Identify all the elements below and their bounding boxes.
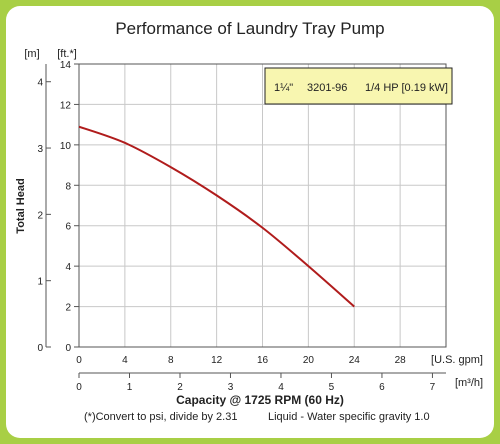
- x-secondary-tick-label: 5: [329, 382, 335, 393]
- x-secondary-tick-label: 4: [278, 382, 284, 393]
- footnote-liquid: Liquid - Water specific gravity 1.0: [268, 411, 430, 423]
- y-secondary-tick-label: 1: [37, 277, 43, 288]
- y-primary-tick-label: 6: [65, 222, 71, 233]
- x-secondary-tick-label: 0: [76, 382, 82, 393]
- plot-border: [78, 63, 447, 348]
- y-primary-tick-label: 4: [65, 262, 71, 273]
- grid: [79, 63, 446, 347]
- annotation-model: 3201-96: [307, 82, 347, 94]
- annotation-box: [264, 67, 453, 105]
- x-primary-ticks: 0 4 8 12 16 20 24 28: [76, 355, 406, 366]
- y-secondary-tick-label: 0: [37, 343, 43, 354]
- x-primary-unit: [U.S. gpm]: [431, 354, 483, 366]
- y-primary-tick-label: 10: [60, 141, 72, 152]
- x-primary-tick-label: 28: [395, 355, 407, 366]
- x-primary-tick-label: 24: [349, 355, 361, 366]
- y-secondary-unit: [m]: [24, 48, 39, 60]
- x-primary-tick-label: 20: [303, 355, 315, 366]
- footnote-psi: (*)Convert to psi, divide by 2.31: [84, 411, 237, 423]
- y-primary-tick-label: 14: [60, 60, 72, 71]
- y-primary-tick-label: 0: [65, 343, 71, 354]
- x-primary-tick-label: 0: [76, 355, 82, 366]
- annotation-size: 1¼": [274, 82, 293, 94]
- y-secondary-tick-label: 4: [37, 78, 43, 89]
- x-primary-tick-label: 12: [211, 355, 223, 366]
- y-secondary-tick-label: 3: [37, 144, 43, 155]
- chart-title: Performance of Laundry Tray Pump: [115, 19, 384, 38]
- annotation-power: 1/4 HP [0.19 kW]: [365, 82, 448, 94]
- model-annotation: 1¼" 3201-96 1/4 HP [0.19 kW]: [264, 67, 453, 105]
- y-primary-tick-label: 12: [60, 100, 72, 111]
- y-secondary-tick-label: 2: [37, 210, 43, 221]
- y-primary-unit: [ft.*]: [57, 48, 77, 60]
- x-primary-tick-label: 8: [168, 355, 174, 366]
- y-axis-label: Total Head: [15, 178, 27, 233]
- y-secondary-ticks: 0 1 2 3 4: [37, 78, 51, 354]
- x-secondary-unit: [m³/h]: [455, 377, 483, 389]
- y-primary-tick-label: 2: [65, 303, 71, 314]
- axes: [45, 63, 447, 374]
- x-secondary-ticks: 0 1 2 3 4 5 6 7: [76, 373, 436, 393]
- x-secondary-tick-label: 7: [430, 382, 436, 393]
- series-line-0: [78, 125, 355, 308]
- x-primary-tick-label: 4: [122, 355, 128, 366]
- y-primary-tick-label: 8: [65, 181, 71, 192]
- x-secondary-tick-label: 2: [177, 382, 183, 393]
- x-axis-label: Capacity @ 1725 RPM (60 Hz): [176, 393, 344, 407]
- x-secondary-tick-label: 3: [228, 382, 234, 393]
- x-secondary-tick-label: 6: [379, 382, 385, 393]
- x-primary-tick-label: 16: [257, 355, 269, 366]
- y-primary-ticks: 0 2 4 6 8 10 12 14: [60, 60, 79, 354]
- series-layer: [78, 125, 355, 308]
- x-secondary-tick-label: 1: [127, 382, 133, 393]
